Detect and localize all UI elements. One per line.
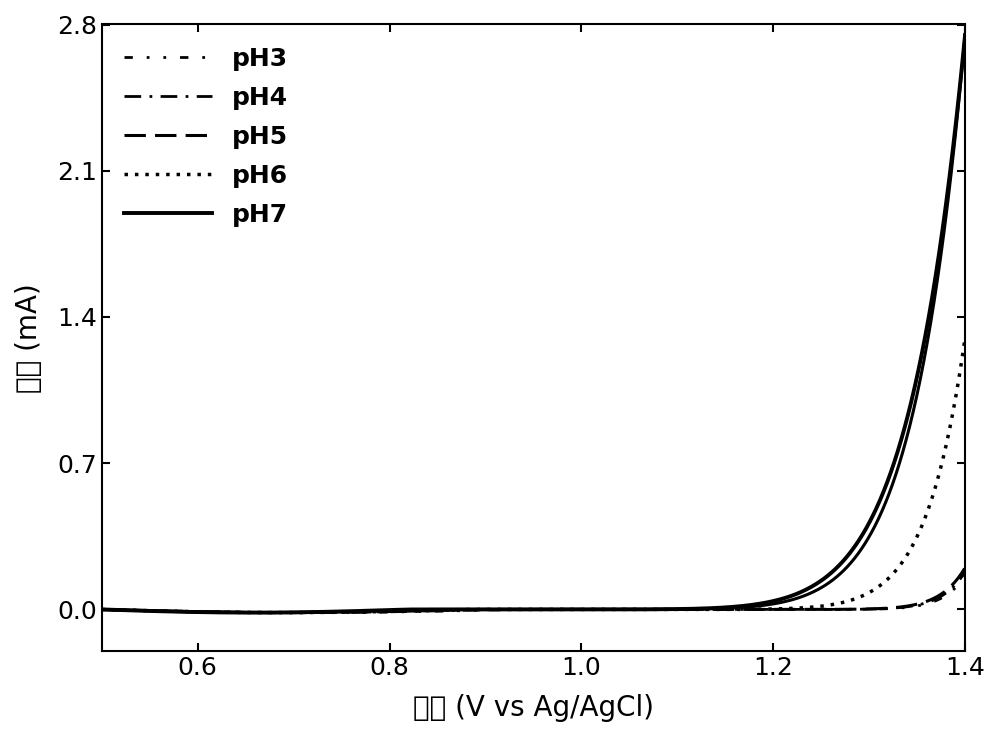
pH3 [611, 605, 623, 614]
pH3 [96, 605, 108, 614]
Line: pH3: pH3 [102, 576, 965, 612]
Line: pH4: pH4 [102, 572, 965, 612]
pH4 [565, 605, 577, 614]
pH3 [513, 605, 525, 614]
pH4 [513, 605, 525, 614]
Line: pH6: pH6 [102, 338, 965, 612]
pH3 [959, 572, 971, 581]
pH6 [805, 603, 817, 612]
pH5 [940, 586, 952, 595]
pH7 [96, 605, 108, 614]
pH5 [565, 605, 577, 614]
pH7 [611, 605, 623, 614]
pH4 [959, 567, 971, 576]
pH3 [508, 605, 520, 614]
Line: pH5: pH5 [102, 567, 965, 612]
pH6 [940, 441, 952, 450]
pH7 [513, 605, 525, 614]
Y-axis label: 电流 (mA): 电流 (mA) [15, 283, 43, 393]
pH7 [508, 605, 520, 614]
pH6 [513, 605, 525, 614]
pH5 [513, 605, 525, 614]
pH7 [959, 30, 971, 39]
pH4 [805, 605, 817, 614]
pH6 [96, 605, 108, 614]
pH5 [805, 605, 817, 614]
pH5 [959, 563, 971, 572]
pH6 [565, 605, 577, 614]
pH3 [302, 608, 314, 617]
pH7 [940, 200, 952, 209]
pH3 [565, 605, 577, 614]
pH5 [508, 605, 520, 614]
pH7 [805, 582, 817, 591]
Line: pH7: pH7 [102, 35, 965, 612]
pH4 [508, 605, 520, 614]
pH6 [959, 333, 971, 342]
pH5 [283, 608, 295, 617]
pH4 [611, 605, 623, 614]
pH3 [805, 605, 817, 614]
pH4 [96, 605, 108, 614]
X-axis label: 电位 (V vs Ag/AgCl): 电位 (V vs Ag/AgCl) [413, 694, 654, 722]
pH7 [565, 605, 577, 614]
pH4 [293, 608, 305, 617]
pH7 [250, 608, 262, 617]
Legend: pH3, pH4, pH5, pH6, pH7: pH3, pH4, pH5, pH6, pH7 [114, 37, 298, 237]
pH4 [940, 589, 952, 598]
pH6 [508, 605, 520, 614]
pH5 [611, 605, 623, 614]
pH5 [96, 605, 108, 614]
pH6 [277, 608, 289, 617]
pH6 [611, 605, 623, 614]
pH3 [940, 591, 952, 600]
